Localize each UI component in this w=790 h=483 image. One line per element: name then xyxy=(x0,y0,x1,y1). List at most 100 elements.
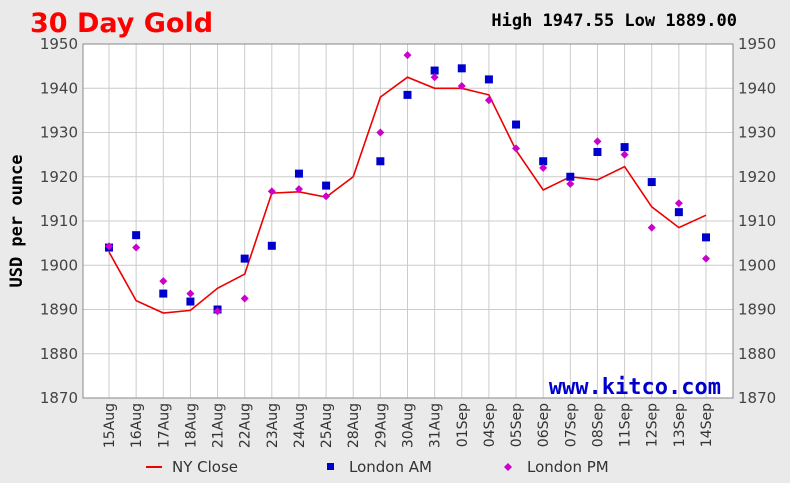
y-tick-label-left: 1940 xyxy=(40,79,78,97)
y-tick-label-left: 1870 xyxy=(40,389,78,407)
london-am-point xyxy=(376,157,385,166)
series-london-am xyxy=(105,64,710,314)
london-pm-point xyxy=(240,294,249,303)
x-tick-label: 28Aug xyxy=(346,403,362,448)
london-am-point xyxy=(294,169,303,178)
x-tick-label: 07Sep xyxy=(563,403,579,447)
legend-item: NY Close xyxy=(146,458,238,476)
y-tick-label-left: 1920 xyxy=(40,168,78,186)
x-tick-label: 06Sep xyxy=(536,403,552,447)
london-pm-point xyxy=(674,199,683,208)
y-axis-label: USD per ounce xyxy=(7,154,27,287)
x-tick-label: 23Aug xyxy=(265,403,281,448)
legend-swatch xyxy=(504,463,512,471)
ny-close-line xyxy=(108,76,707,314)
x-tick-label: 14Sep xyxy=(699,403,715,447)
london-pm-point xyxy=(484,96,493,105)
london-pm-point xyxy=(403,51,412,60)
london-am-point xyxy=(620,143,629,152)
y-tick-label-left: 1890 xyxy=(40,301,78,319)
london-pm-point xyxy=(132,243,141,252)
legend: NY Close London AM London PM xyxy=(146,458,609,476)
y-tick-label-right: 1880 xyxy=(738,345,776,363)
watermark: www.kitco.com xyxy=(549,375,721,400)
london-am-point xyxy=(159,289,168,298)
london-pm-point xyxy=(620,150,629,159)
london-am-point xyxy=(539,157,548,166)
london-am-point xyxy=(457,64,466,73)
london-pm-point xyxy=(566,179,575,188)
london-pm-point xyxy=(322,192,331,201)
y-tick-label-right: 1920 xyxy=(738,168,776,186)
x-tick-label: 11Sep xyxy=(618,403,634,447)
x-tick-label: 13Sep xyxy=(672,403,688,447)
y-tick-label-left: 1950 xyxy=(40,35,78,53)
y-ticks: 1870 1870 1880 1880 1890 1890 1900 1900 1910 1910… xyxy=(40,35,776,407)
x-tick-label: 12Sep xyxy=(645,403,661,447)
y-tick-label-right: 1940 xyxy=(738,79,776,97)
london-pm-point xyxy=(647,223,656,232)
london-am-point xyxy=(674,208,683,217)
x-tick-label: 17Aug xyxy=(156,403,172,448)
london-pm-point xyxy=(702,254,710,263)
y-tick-label-left: 1880 xyxy=(40,345,78,363)
y-tick-label-right: 1930 xyxy=(738,124,776,142)
x-tick-label: 05Sep xyxy=(509,403,525,447)
london-am-point xyxy=(132,231,141,240)
legend-label: London PM xyxy=(527,458,609,476)
x-tick-label: 24Aug xyxy=(292,403,308,448)
london-pm-point xyxy=(430,73,439,82)
london-am-point xyxy=(186,297,195,306)
london-pm-point xyxy=(539,163,548,172)
london-pm-point xyxy=(105,242,113,251)
legend-label: NY Close xyxy=(172,458,238,476)
x-tick-label: 21Aug xyxy=(211,403,227,448)
y-tick-label-left: 1900 xyxy=(40,256,78,274)
london-am-point xyxy=(702,233,710,242)
legend-item: London AM xyxy=(327,458,432,476)
london-am-point xyxy=(403,90,412,99)
grid xyxy=(83,43,733,399)
y-tick-label-right: 1870 xyxy=(738,389,776,407)
london-pm-point xyxy=(267,187,276,196)
x-tick-label: 18Aug xyxy=(183,403,199,448)
london-pm-point xyxy=(186,289,195,298)
x-tick-label: 15Aug xyxy=(102,403,118,448)
london-pm-point xyxy=(213,307,222,316)
london-am-point xyxy=(512,120,521,129)
legend-label: London AM xyxy=(349,458,432,476)
london-am-point xyxy=(322,181,331,190)
x-tick-label: 08Sep xyxy=(590,403,606,447)
x-tick-label: 29Aug xyxy=(373,403,389,448)
legend-item: London PM xyxy=(504,458,609,476)
london-am-point xyxy=(430,66,439,75)
y-tick-label-right: 1950 xyxy=(738,35,776,53)
x-tick-label: 16Aug xyxy=(129,403,145,448)
high-low-summary: High 1947.55 Low 1889.00 xyxy=(491,11,737,31)
london-am-point xyxy=(240,254,249,263)
x-tick-label: 25Aug xyxy=(319,403,335,448)
london-pm-point xyxy=(294,185,303,194)
london-pm-point xyxy=(512,144,521,153)
series-ny-close xyxy=(108,76,707,314)
y-tick-label-right: 1900 xyxy=(738,256,776,274)
y-tick-label-right: 1890 xyxy=(738,301,776,319)
london-am-point xyxy=(647,178,656,187)
london-pm-point xyxy=(457,82,466,91)
chart-title: 30 Day Gold xyxy=(30,8,213,39)
legend-swatch xyxy=(327,463,334,470)
plot-frame xyxy=(82,43,734,399)
x-tick-label: 04Sep xyxy=(482,403,498,447)
x-tick-label: 30Aug xyxy=(401,403,417,448)
london-am-point xyxy=(267,241,276,250)
london-am-point xyxy=(593,147,602,156)
london-am-point xyxy=(484,75,493,84)
x-tick-label: 22Aug xyxy=(238,403,254,448)
london-am-point xyxy=(566,172,575,181)
series-london-pm xyxy=(105,51,710,316)
london-pm-point xyxy=(159,277,168,286)
x-tick-label: 31Aug xyxy=(428,403,444,448)
x-tick-label: 01Sep xyxy=(455,403,471,447)
y-tick-label-right: 1910 xyxy=(738,212,776,230)
